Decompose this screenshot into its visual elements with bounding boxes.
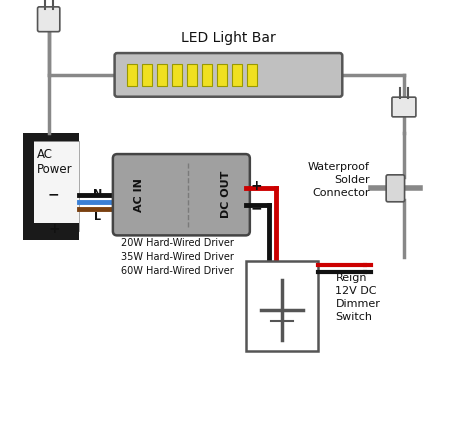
Bar — [23, 223, 79, 240]
Text: Reign
12V DC
Dimmer
Switch: Reign 12V DC Dimmer Switch — [336, 273, 380, 322]
Bar — [23, 133, 34, 240]
Bar — [246, 261, 319, 351]
FancyBboxPatch shape — [386, 175, 405, 202]
Bar — [142, 64, 152, 86]
Text: AC IN: AC IN — [134, 178, 144, 212]
FancyBboxPatch shape — [113, 154, 250, 235]
Text: L: L — [94, 212, 101, 222]
Bar — [23, 133, 79, 240]
Bar — [202, 64, 212, 86]
Text: LED Light Bar: LED Light Bar — [181, 31, 276, 45]
Text: +: + — [250, 179, 262, 193]
Bar — [173, 64, 182, 86]
Bar — [247, 64, 257, 86]
FancyBboxPatch shape — [37, 7, 60, 32]
Bar — [32, 141, 79, 231]
Text: Waterproof
Solder
Connector: Waterproof Solder Connector — [308, 161, 370, 198]
Text: 20W Hard-Wired Driver
35W Hard-Wired Driver
60W Hard-Wired Driver: 20W Hard-Wired Driver 35W Hard-Wired Dri… — [121, 238, 234, 276]
Bar — [128, 64, 137, 86]
Text: −: − — [48, 188, 60, 202]
Bar — [187, 64, 197, 86]
FancyBboxPatch shape — [392, 97, 416, 117]
Text: DC OUT: DC OUT — [221, 171, 231, 218]
Bar — [157, 64, 167, 86]
Text: −: − — [250, 202, 262, 215]
Bar — [217, 64, 227, 86]
Text: AC
Power: AC Power — [36, 148, 73, 175]
FancyBboxPatch shape — [115, 53, 342, 97]
Text: +: + — [48, 222, 60, 236]
Text: N: N — [93, 189, 102, 199]
Bar — [232, 64, 242, 86]
